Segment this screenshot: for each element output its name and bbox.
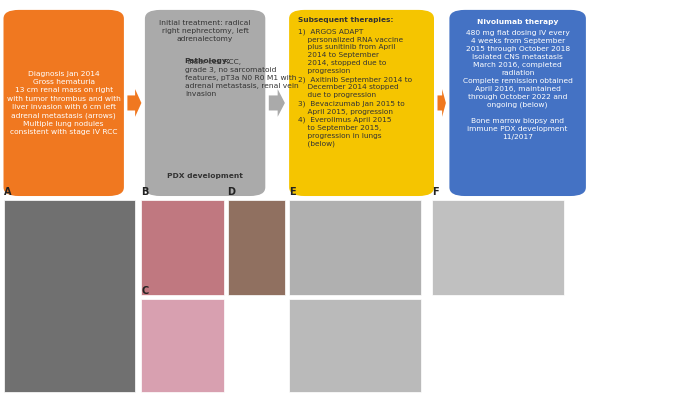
Text: C: C [141,286,148,296]
Text: B: B [141,187,149,197]
Text: clear cell RCC,
grade 3, no sarcomatoid
features, pT3a N0 R0 M1 with
adrenal met: clear cell RCC, grade 3, no sarcomatoid … [185,59,298,97]
Polygon shape [127,89,141,117]
Text: Nivolumab therapy: Nivolumab therapy [477,19,559,25]
FancyBboxPatch shape [4,10,124,196]
Text: A: A [4,187,11,197]
Bar [289,299,421,392]
Text: Pathology:: Pathology: [184,58,230,64]
FancyBboxPatch shape [449,10,586,196]
Bar [141,299,224,392]
Bar [4,200,135,392]
Text: D: D [228,187,235,197]
Text: Subsequent therapies:: Subsequent therapies: [298,17,393,23]
Text: PDX development: PDX development [167,173,243,179]
Text: F: F [432,187,438,197]
Bar [432,200,564,295]
Polygon shape [269,89,285,117]
Bar [228,200,285,295]
Text: E: E [289,187,295,197]
Bar [141,200,224,295]
Text: Diagnosis Jan 2014
Gross hematuria
13 cm renal mass on right
with tumor thrombus: Diagnosis Jan 2014 Gross hematuria 13 cm… [7,71,120,135]
FancyBboxPatch shape [289,10,434,196]
FancyBboxPatch shape [145,10,265,196]
Text: Initial treatment: radical
right nephrectomy, left
adrenalectomy: Initial treatment: radical right nephrec… [160,20,251,42]
Bar [289,200,421,295]
Polygon shape [438,89,446,117]
Text: 480 mg flat dosing IV every
4 weeks from September
2015 through October 2018
Iso: 480 mg flat dosing IV every 4 weeks from… [463,30,573,140]
Text: 1)  ARGOS ADAPT
    personalized RNA vaccine
    plus sunitinib from April
    2: 1) ARGOS ADAPT personalized RNA vaccine … [298,28,412,147]
